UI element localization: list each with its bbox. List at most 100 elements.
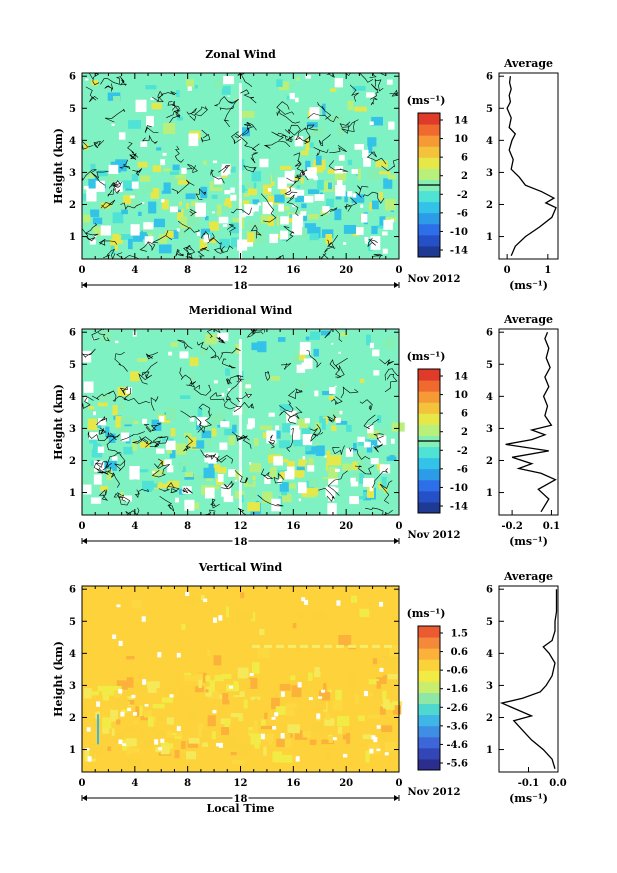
heatmap-cell — [222, 700, 230, 705]
missing-data — [196, 416, 208, 426]
contour-line — [226, 375, 242, 400]
missing-data — [294, 136, 304, 147]
heatmap-cell — [282, 206, 290, 211]
contour-line — [244, 121, 257, 131]
heatmap-cell — [272, 170, 276, 182]
x-tick-label: 8 — [184, 778, 191, 789]
missing-data — [141, 616, 146, 622]
heatmap-cell — [104, 481, 116, 487]
day-bar-arrow — [394, 538, 399, 544]
y-tick-label: 4 — [69, 136, 76, 147]
heatmap-cell — [322, 391, 334, 396]
contour-line — [243, 165, 257, 173]
heatmap-cell — [247, 474, 253, 485]
contour-line — [213, 245, 234, 254]
contour-line — [328, 160, 348, 172]
heatmap-cell — [235, 611, 248, 621]
contour-line — [93, 139, 105, 149]
heatmap-cell — [296, 184, 301, 189]
missing-data — [211, 211, 215, 214]
contour-line — [286, 194, 299, 217]
contour-line — [103, 248, 116, 260]
missing-data — [249, 673, 254, 677]
missing-data — [176, 726, 181, 732]
contour-line — [389, 89, 399, 97]
heatmap-cell — [282, 423, 292, 433]
heatmap-cell — [247, 188, 257, 196]
profile-title: Average — [503, 313, 553, 326]
colorbar-unit: (ms⁻¹) — [407, 94, 446, 107]
missing-data — [322, 206, 330, 213]
colorbar-label: 2 — [461, 171, 468, 182]
heatmap-cell — [328, 466, 338, 479]
heatmap-cell — [293, 439, 305, 447]
heatmap-cell — [308, 214, 319, 220]
missing-data — [224, 189, 231, 195]
heatmap-cell — [197, 729, 203, 737]
x-tick-label: 0 — [396, 778, 403, 789]
heatmap-cell — [188, 437, 197, 448]
heatmap-cell — [391, 422, 405, 432]
missing-data — [158, 747, 163, 751]
missing-data — [237, 239, 248, 251]
missing-data — [297, 482, 307, 494]
profile-x-label: (ms⁻¹) — [509, 792, 548, 805]
contour-line — [199, 413, 212, 434]
missing-data — [338, 154, 345, 161]
heatmap-cell — [160, 742, 174, 749]
colorbar-swatch — [418, 457, 440, 470]
heatmap-cell — [187, 448, 192, 453]
contour-line — [354, 465, 375, 475]
heatmap-cell — [113, 690, 121, 699]
heatmap — [81, 72, 400, 261]
missing-data — [135, 99, 147, 113]
heatmap-cell — [110, 245, 115, 255]
missing-data — [185, 591, 190, 597]
heatmap-cell — [135, 706, 140, 717]
heatmap-cell — [230, 713, 243, 718]
heatmap-cell — [365, 750, 370, 763]
contour-line — [84, 223, 99, 237]
heatmap-cell — [177, 179, 189, 185]
heatmap-cell — [186, 751, 196, 760]
missing-data — [347, 191, 353, 197]
missing-data — [223, 495, 234, 503]
y-tick-label: 5 — [69, 617, 76, 628]
missing-data — [328, 492, 335, 502]
missing-data — [218, 615, 223, 621]
heatmap-cell — [368, 679, 380, 685]
contour-line — [98, 332, 110, 342]
heatmap-cell — [152, 716, 157, 724]
missing-data — [370, 236, 381, 250]
missing-data — [367, 425, 374, 434]
profile-title: Average — [503, 570, 553, 583]
contour-line — [174, 145, 184, 163]
heatmap-cell — [176, 116, 184, 121]
heatmap-cell — [326, 752, 330, 762]
heatmap-cell — [222, 693, 229, 701]
heatmap-cell — [232, 759, 245, 764]
contour-line — [171, 179, 195, 195]
colorbar-swatch — [418, 135, 440, 147]
missing-data — [369, 121, 374, 126]
missing-data — [318, 696, 323, 699]
missing-data — [241, 212, 246, 218]
missing-data — [157, 652, 162, 658]
x-tick-label: 0 — [396, 265, 403, 276]
heatmap-cell — [291, 180, 302, 186]
heatmap-cell — [322, 478, 328, 489]
missing-data — [182, 486, 192, 494]
heatmap-cell — [140, 715, 150, 721]
heatmap-cell — [230, 222, 242, 234]
colorbar-unit: (ms⁻¹) — [407, 607, 446, 620]
heatmap-cell — [91, 449, 103, 458]
colorbar-swatch — [418, 369, 440, 381]
heatmap-cell — [97, 402, 108, 407]
missing-data — [292, 204, 297, 208]
missing-data — [280, 733, 285, 739]
heatmap-cell — [116, 719, 121, 725]
contour-line — [106, 434, 122, 456]
heatmap-cell — [84, 143, 89, 150]
missing-data — [112, 634, 117, 639]
